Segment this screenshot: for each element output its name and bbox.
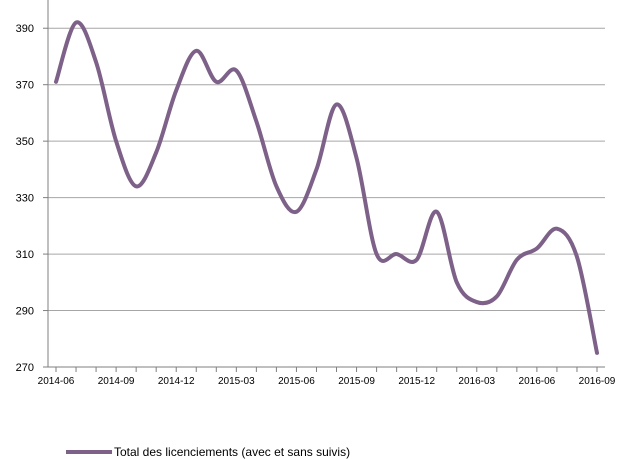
x-tick-label-2015-09: 2015-09	[338, 376, 375, 387]
y-tick-label-390: 390	[16, 23, 34, 35]
x-tick-label-2014-12: 2014-12	[158, 376, 195, 387]
x-tick-label-2015-03: 2015-03	[218, 376, 255, 387]
y-tick-label-370: 370	[16, 80, 34, 92]
x-tick-label-2016-06: 2016-06	[519, 376, 556, 387]
y-axis-tick-labels: 270 290 310 330 350 370 390	[16, 23, 34, 374]
gridlines	[48, 27, 605, 312]
x-tick-label-2015-12: 2015-12	[398, 376, 435, 387]
x-tick-label-2015-06: 2015-06	[278, 376, 315, 387]
legend-label: Total des licenciements (avec et sans su…	[114, 445, 350, 459]
x-tick-label-2014-06: 2014-06	[38, 376, 75, 387]
y-tick-label-330: 330	[16, 193, 34, 205]
x-axis	[43, 0, 605, 372]
x-tick-label-2016-03: 2016-03	[458, 376, 495, 387]
legend: Total des licenciements (avec et sans su…	[66, 445, 350, 459]
x-axis-tick-labels: 2014-06 2014-09 2014-12 2015-03 2015-06 2015-…	[38, 376, 616, 387]
y-tick-label-290: 290	[16, 306, 34, 318]
x-tick-label-2014-09: 2014-09	[98, 376, 135, 387]
x-tick-label-2016-09: 2016-09	[579, 376, 616, 387]
y-tick-label-270: 270	[16, 362, 34, 374]
series-line-total-licenciements	[54, 20, 599, 355]
y-tick-label-350: 350	[16, 136, 34, 148]
y-tick-label-310: 310	[16, 249, 34, 261]
